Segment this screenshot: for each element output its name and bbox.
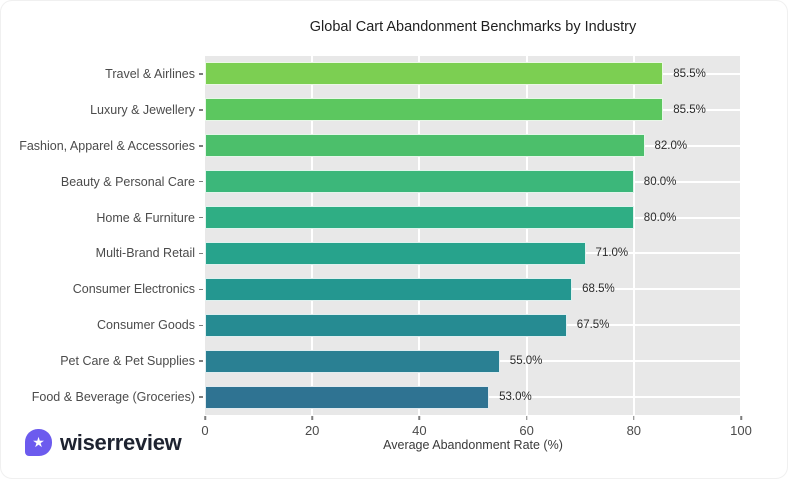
bar-value-label: 55.0% [509,355,543,368]
category-label-row: Luxury & Jewellery [90,103,203,117]
category-label: Multi-Brand Retail [95,246,195,261]
bar-value-label: 71.0% [595,247,629,260]
y-tick-mark [199,109,203,111]
x-gridline [632,56,635,415]
y-tick-mark [199,180,203,183]
category-label-row: Food & Beverage (Groceries) [32,390,203,404]
y-tick-mark [199,73,203,75]
y-tick-mark [199,216,203,219]
bar-value-label: 68.5% [582,283,615,296]
category-axis: Travel & Airlines Luxury & Jewellery Fashi… [1,56,203,415]
y-tick-mark [199,324,203,326]
y-tick-mark [199,145,203,147]
x-gridline [418,56,421,415]
bar-value-label: 67.5% [576,319,610,332]
bar [205,98,664,122]
x-tick-mark [204,416,206,420]
category-label: Consumer Electronics [72,282,195,297]
x-axis: 0 20 40 60 80 100 [201,415,752,455]
star-icon: ★ [32,434,45,450]
bar [205,349,500,373]
bar-value-label: 80.0% [643,211,677,224]
bar-value-label: 85.5% [673,67,706,80]
bar [205,385,490,409]
category-label: Home & Furniture [96,210,195,225]
category-label: Consumer Goods [97,318,195,333]
bar [205,277,573,301]
x-tick-label: 0 [201,423,209,438]
bar [205,206,634,230]
category-label-row: Pet Care & Pet Supplies [60,354,203,368]
chart-title: Global Cart Abandonment Benchmarks by In… [309,19,637,35]
x-tick-mark [525,416,528,420]
category-label-row: Home & Furniture [96,211,203,225]
x-tick-label: 80 [626,423,642,438]
y-tick-mark [199,396,203,398]
category-label-row: Multi-Brand Retail [96,246,203,260]
x-tick-label: 60 [519,423,534,438]
x-tick-mark [633,416,635,420]
category-label-row: Consumer Goods [97,318,203,332]
category-label-row: Beauty & Personal Care [61,175,203,189]
bar-value-label: 85.5% [673,103,706,116]
y-tick-mark [199,288,203,291]
x-tick-label: 100 [730,423,752,438]
brand-name: wiserreview [60,429,182,455]
x-tick-mark [418,416,421,420]
category-label: Fashion, Apparel & Accessories [19,138,195,153]
brand-logo: ★ wiserreview [25,429,182,456]
bar [205,134,645,158]
category-label-row: Travel & Airlines [105,67,203,81]
x-tick-label: 20 [304,423,320,438]
bar-value-label: 82.0% [654,139,688,152]
category-label: Beauty & Personal Care [60,174,195,189]
bar-value-label: 80.0% [643,175,677,188]
category-label: Travel & Airlines [105,66,195,81]
x-tick-mark [740,416,742,420]
bar [205,241,586,265]
x-gridline [525,56,528,415]
brand-logo-bubble: ★ [25,429,52,456]
y-tick-mark [199,360,203,362]
bar [205,170,634,194]
y-tick-mark [199,252,203,255]
category-label-row: Fashion, Apparel & Accessories [19,139,203,153]
bar [205,62,664,86]
x-axis-title: Average Abandonment Rate (%) [383,438,563,452]
x-tick-mark [311,416,313,420]
x-tick-label: 40 [412,423,427,438]
plot-area: 85.5% 85.5% 82.0% 80.0% 80.0% 71.0% 68.5% 67.5%… [205,56,742,415]
x-gridline [740,56,742,415]
category-label-row: Consumer Electronics [73,282,203,296]
category-label: Luxury & Jewellery [90,102,195,117]
category-label: Pet Care & Pet Supplies [60,354,195,369]
bar [205,313,567,337]
category-label: Food & Beverage (Groceries) [31,390,195,405]
bar-value-label: 53.0% [499,391,532,404]
x-gridline [311,56,314,415]
